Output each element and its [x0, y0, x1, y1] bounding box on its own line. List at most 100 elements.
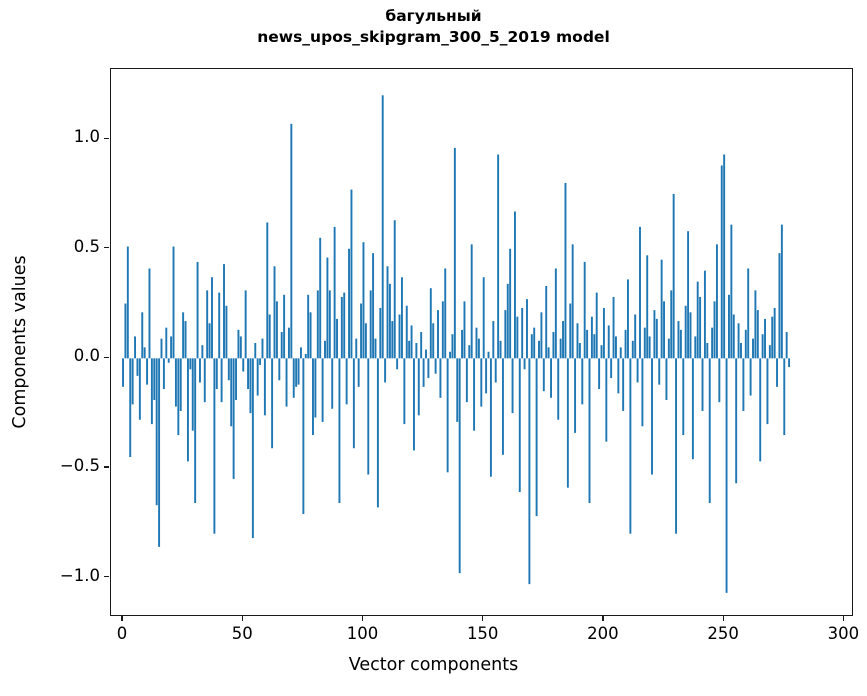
bar — [449, 351, 451, 359]
bar — [602, 307, 605, 359]
bar — [384, 358, 387, 383]
x-tick-label: 150 — [466, 624, 499, 643]
bar — [639, 226, 641, 359]
bar — [206, 290, 209, 359]
bar — [158, 358, 161, 547]
bar — [526, 299, 528, 359]
bar — [742, 358, 745, 411]
bar — [754, 290, 757, 359]
bar — [268, 314, 271, 359]
bar — [280, 332, 283, 359]
bar — [350, 189, 353, 359]
bar — [629, 358, 632, 534]
bar — [283, 294, 286, 359]
bar — [752, 338, 754, 359]
bar — [687, 231, 690, 359]
bar — [528, 358, 531, 585]
bar — [473, 358, 476, 431]
bar — [237, 329, 240, 359]
bar — [713, 301, 716, 359]
bar — [593, 334, 596, 359]
bar — [501, 358, 504, 455]
bar — [475, 327, 478, 359]
bar — [648, 336, 651, 359]
x-tick-mark — [241, 616, 243, 621]
bar — [578, 343, 581, 359]
bar — [530, 334, 533, 359]
bar — [533, 327, 536, 359]
bar — [749, 358, 752, 396]
bar — [535, 358, 538, 517]
bar — [242, 358, 245, 372]
x-tick-label: 200 — [587, 624, 619, 643]
x-tick-mark — [482, 616, 484, 621]
bar — [622, 358, 625, 411]
bar — [141, 312, 144, 359]
bar — [124, 303, 127, 359]
bar — [295, 358, 298, 387]
bar — [437, 310, 439, 359]
bar — [552, 332, 555, 359]
bar — [583, 261, 586, 359]
bar — [497, 154, 500, 359]
bar — [708, 358, 711, 504]
bar — [735, 358, 738, 484]
bar — [352, 358, 355, 449]
bar — [355, 338, 358, 359]
bar — [309, 312, 312, 359]
bar — [256, 358, 259, 396]
bar — [595, 292, 598, 359]
bar — [446, 358, 449, 473]
bar — [273, 266, 276, 359]
bar — [737, 323, 740, 359]
bar — [372, 253, 375, 359]
bar — [453, 147, 456, 359]
bar — [477, 338, 480, 359]
bar — [134, 336, 136, 359]
bar — [316, 290, 319, 359]
bar — [422, 358, 425, 387]
bar — [165, 327, 168, 359]
bar — [684, 305, 687, 359]
bar — [338, 358, 341, 504]
bar — [554, 268, 557, 359]
bar — [732, 314, 735, 359]
bar — [287, 327, 290, 359]
bar — [393, 220, 396, 359]
bar — [489, 358, 492, 477]
x-tick-label: 0 — [116, 624, 128, 643]
bar — [725, 358, 728, 593]
bar — [756, 310, 759, 359]
bar — [607, 325, 610, 359]
x-tick-mark — [121, 616, 123, 621]
bar — [148, 268, 151, 359]
bar — [660, 259, 663, 359]
bar — [405, 305, 408, 359]
bar — [432, 323, 435, 359]
bar — [324, 340, 326, 359]
bar-group — [122, 95, 791, 593]
bar — [153, 358, 156, 400]
bar — [550, 358, 552, 398]
bar — [374, 338, 377, 359]
bar-chart-svg — [122, 95, 791, 593]
bar — [562, 321, 565, 359]
x-tick-label: 50 — [231, 624, 253, 643]
bar — [367, 358, 370, 475]
bar — [761, 334, 764, 359]
bar — [538, 340, 540, 359]
y-tick-mark — [104, 137, 109, 139]
bar — [696, 281, 699, 359]
bar — [177, 358, 180, 436]
bar — [196, 261, 199, 359]
bar — [506, 283, 509, 359]
bar — [415, 343, 418, 359]
bar — [203, 358, 206, 403]
bar — [588, 358, 591, 504]
bar — [182, 312, 185, 359]
bar — [263, 358, 266, 416]
bar — [292, 358, 295, 398]
bar — [312, 358, 314, 436]
bar — [304, 353, 307, 359]
bar — [514, 211, 516, 359]
